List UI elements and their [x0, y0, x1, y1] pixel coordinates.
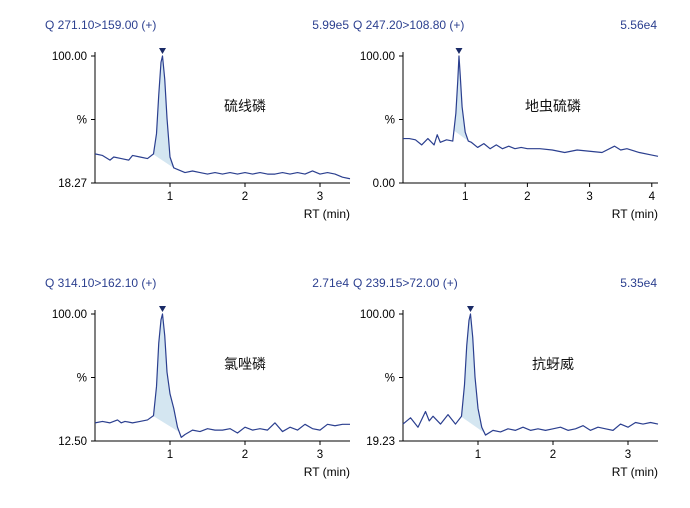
transition-label: Q 247.20>108.80 (+) [353, 18, 465, 32]
apex-marker [159, 48, 166, 54]
chart-svg: 100.00% 0.00 1 2 3 4 RT (min) 地虫硫磷 [360, 48, 659, 221]
x-tick-label: 3 [625, 449, 631, 461]
y-tick-label: 0.00 [373, 178, 395, 190]
chart-svg: 100.00% 18.27 1 2 3 RT (min) 硫线磷 [52, 48, 351, 221]
intensity-label: 5.35e4 [620, 276, 657, 290]
apex-marker [467, 306, 474, 312]
x-tick-label: 3 [317, 191, 323, 203]
x-tick-label: 2 [524, 191, 530, 203]
x-tick-label: 1 [475, 449, 481, 461]
x-tick-label: 4 [649, 191, 656, 203]
y-tick-label: 100.00 [360, 51, 395, 63]
peak-area [153, 314, 179, 432]
y-tick-label: % [385, 373, 395, 385]
peak-baseline [461, 415, 485, 433]
y-tick-label: % [77, 373, 87, 385]
x-axis-label: RT (min) [612, 465, 658, 479]
x-axis-label: RT (min) [304, 465, 350, 479]
x-tick-label: 2 [242, 449, 248, 461]
apex-marker [159, 306, 166, 312]
x-tick-label: 3 [586, 191, 592, 203]
peak-baseline [153, 153, 177, 170]
transition-label: Q 314.10>162.10 (+) [45, 276, 157, 290]
series-line [94, 313, 350, 438]
transition-label: Q 239.15>72.00 (+) [353, 276, 458, 290]
series-line [402, 313, 659, 436]
peak-baseline [153, 415, 180, 432]
chromatogram-panel-2: Q 247.20>108.80 (+) 5.56e4 100.00% 0.00 1 2… [353, 0, 673, 250]
x-tick-label: 2 [550, 449, 556, 461]
y-tick-label: 19.23 [366, 436, 395, 448]
x-tick-label: 1 [462, 191, 468, 203]
y-tick-label: 100.00 [360, 309, 395, 321]
chart-svg: 100.00% 19.23 1 2 3 RT (min) 抗蚜威 [360, 306, 659, 479]
intensity-label: 5.56e4 [620, 18, 657, 32]
chromatogram-panel-3: Q 314.10>162.10 (+) 2.71e4 100.00% 12.50 1… [45, 258, 365, 508]
chart-svg: 100.00% 12.50 1 2 3 RT (min) 氯唑磷 [52, 306, 350, 479]
x-tick-label: 2 [242, 191, 248, 203]
x-tick-label: 1 [167, 449, 173, 461]
y-tick-label: 100.00 [52, 51, 87, 63]
compound-name: 氯唑磷 [224, 357, 266, 373]
chromatogram-panel-4: Q 239.15>72.00 (+) 5.35e4 100.00% 19.23 1 2… [353, 258, 673, 508]
y-tick-label: 12.50 [58, 436, 87, 448]
apex-marker [455, 48, 463, 54]
x-tick-label: 3 [317, 449, 323, 461]
y-tick-label: 100.00 [52, 309, 87, 321]
compound-name: 地虫硫磷 [525, 99, 581, 115]
compound-name: 硫线磷 [224, 99, 266, 115]
series-line [94, 55, 351, 180]
y-tick-label: % [385, 115, 395, 127]
chromatogram-panel-1: Q 271.10>159.00 (+) 5.99e5 100.00% 18.27 1… [45, 0, 365, 250]
y-tick-label: 18.27 [58, 178, 87, 190]
intensity-label: 2.71e4 [312, 276, 349, 290]
transition-label: Q 271.10>159.00 (+) [45, 18, 157, 32]
x-axis-label: RT (min) [304, 207, 350, 221]
y-tick-label: % [77, 115, 87, 127]
x-tick-label: 1 [167, 191, 173, 203]
intensity-label: 5.99e5 [312, 18, 349, 32]
compound-name: 抗蚜威 [532, 357, 574, 373]
x-axis-label: RT (min) [612, 207, 658, 221]
series-line [403, 55, 659, 157]
peak-area [153, 56, 176, 169]
